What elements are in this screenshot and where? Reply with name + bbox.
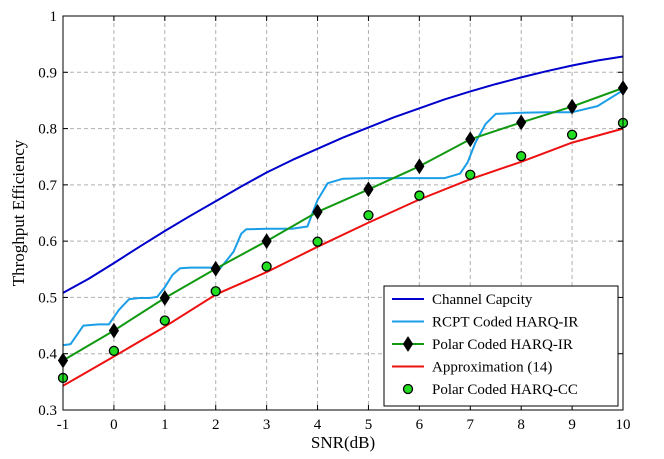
- y-tick-label: 0.4: [38, 347, 57, 363]
- legend: Channel Capcity RCPT Coded HARQ-IR Polar C…: [383, 285, 619, 407]
- polar-coded-harq-cc-point: [516, 151, 527, 162]
- y-tick-label: 0.9: [38, 65, 57, 81]
- x-tick-label: 5: [365, 417, 373, 433]
- axis-ticks: -1 0 1 2 3 4 5 6 7 8 9 10 0.3 0.4 0.5 0.6 0.7 0.8 0.9 1: [38, 9, 630, 433]
- polar-coded-harq-cc-point: [312, 236, 323, 247]
- polar-coded-harq-cc-point: [363, 210, 374, 221]
- legend-label-rcpt-coded-harq-ir: RCPT Coded HARQ-IR: [432, 315, 578, 331]
- y-tick-label: 0.6: [38, 234, 57, 250]
- polar-coded-harq-cc-point: [159, 315, 170, 326]
- legend-label-polar-coded-harq-cc: Polar Coded HARQ-CC: [432, 382, 578, 398]
- polar-coded-harq-cc-point: [566, 129, 578, 140]
- polar-coded-harq-ir-point: [414, 158, 425, 175]
- x-tick-label: 9: [568, 417, 576, 433]
- legend-marker-polar-coded-harq-ir: [402, 336, 414, 352]
- x-tick-label: 7: [467, 417, 475, 433]
- legend-label-polar-coded-harq-ir: Polar Coded HARQ-IR: [432, 337, 573, 353]
- y-tick-label: 1: [50, 9, 58, 25]
- polar-coded-harq-cc-point: [210, 286, 221, 297]
- polar-coded-harq-ir-point: [261, 233, 272, 250]
- x-tick-label: 2: [212, 417, 220, 433]
- legend-marker-polar-coded-harq-cc: [402, 383, 414, 395]
- x-tick-label: -1: [57, 417, 70, 433]
- polar-coded-harq-ir-point: [363, 181, 374, 198]
- y-tick-label: 0.7: [38, 178, 57, 194]
- x-tick-label: 10: [616, 417, 631, 433]
- approximation-14-line: [62, 127, 624, 387]
- polar-coded-harq-cc-point: [414, 190, 425, 201]
- y-tick-label: 0.8: [38, 122, 57, 138]
- legend-label-approximation-14: Approximation (14): [432, 360, 552, 376]
- channel-capcity-line: [62, 55, 624, 294]
- polar-coded-harq-cc-point: [465, 169, 476, 180]
- y-tick-label: 0.3: [38, 403, 57, 419]
- x-axis-title: SNR(dB): [311, 433, 375, 452]
- x-tick-label: 0: [110, 417, 118, 433]
- legend-box: [383, 285, 619, 407]
- polar-coded-harq-ir-point: [465, 131, 476, 148]
- y-tick-label: 0.5: [38, 290, 57, 306]
- grid-lines: [63, 16, 623, 410]
- rcpt-coded-harq-ir-line: [62, 89, 624, 347]
- polar-coded-harq-cc-point: [261, 261, 272, 272]
- polar-coded-harq-ir-line: [62, 87, 624, 362]
- polar-coded-harq-ir-point: [312, 203, 323, 220]
- x-tick-label: 4: [314, 417, 322, 433]
- x-tick-label: 1: [161, 417, 169, 433]
- polar-coded-harq-cc-point: [108, 345, 120, 357]
- x-tick-label: 8: [517, 417, 525, 433]
- legend-label-channel-capcity: Channel Capcity: [432, 292, 533, 308]
- y-axis-title: Throghput Efficiency: [9, 139, 28, 286]
- plot-frame: [62, 15, 624, 411]
- x-tick-label: 6: [416, 417, 424, 433]
- polar-coded-harq-ir-point: [566, 98, 578, 115]
- polar-coded-harq-ir-point: [210, 260, 221, 277]
- x-tick-label: 3: [263, 417, 271, 433]
- polar-coded-harq-ir-point: [108, 322, 120, 339]
- polar-coded-harq-ir-point: [516, 114, 527, 131]
- polar-coded-harq-ir-point: [159, 290, 170, 306]
